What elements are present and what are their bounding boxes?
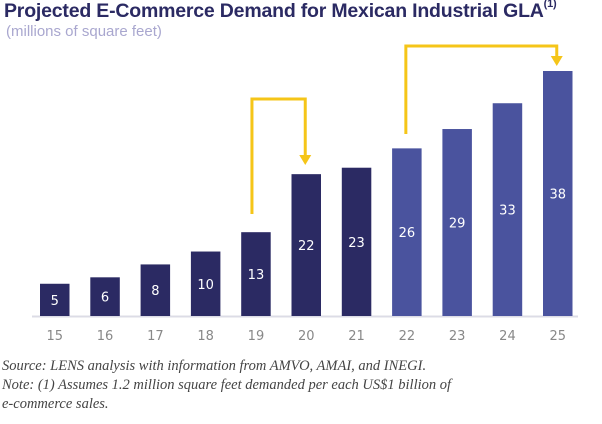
x-tick-20: 20 xyxy=(298,329,315,344)
arrow-line-19-to-20 xyxy=(250,97,307,214)
data-label-18: 10 xyxy=(197,278,214,293)
bar-23 xyxy=(442,129,472,316)
data-label-24: 33 xyxy=(499,204,516,219)
x-tick-21: 21 xyxy=(348,329,365,344)
arrow-line-22-to-25 xyxy=(404,44,559,134)
x-tick-18: 18 xyxy=(197,329,214,344)
bar-19 xyxy=(241,232,271,316)
bars-group xyxy=(40,71,573,316)
data-labels-group: 5 6 8 10 13 22 23 26 29 33 38 xyxy=(51,188,566,309)
x-tick-19: 19 xyxy=(248,329,265,344)
bar-20 xyxy=(291,174,321,316)
x-tick-16: 16 xyxy=(97,329,114,344)
x-tick-15: 15 xyxy=(46,329,63,344)
x-tick-labels-group: 15 16 17 18 19 20 21 22 23 24 25 xyxy=(46,329,566,344)
data-label-16: 6 xyxy=(101,291,109,306)
title-footnote-marker: (1) xyxy=(543,0,557,10)
bar-17 xyxy=(140,264,171,316)
bar-15 xyxy=(40,283,70,316)
bar-24 xyxy=(492,103,523,316)
bar-25 xyxy=(543,71,573,316)
arrow-head-25 xyxy=(550,56,563,66)
x-tick-23: 23 xyxy=(449,329,466,344)
annotation-arrows xyxy=(250,44,563,214)
source-note: Source: LENS analysis with information f… xyxy=(2,358,427,374)
bar-16 xyxy=(90,277,120,316)
x-tick-25: 25 xyxy=(549,329,566,344)
bar-22 xyxy=(392,148,422,316)
chart-notes: Source: LENS analysis with information f… xyxy=(2,357,451,414)
x-tick-17: 17 xyxy=(147,329,164,344)
footnote-line-1: Note: (1) Assumes 1.2 million square fee… xyxy=(2,377,452,393)
data-label-19: 13 xyxy=(248,268,265,283)
data-label-15: 5 xyxy=(51,294,59,309)
data-label-23: 29 xyxy=(449,217,466,232)
data-label-17: 8 xyxy=(151,284,159,299)
chart-title: Projected E-Commerce Demand for Mexican … xyxy=(4,0,557,23)
x-tick-24: 24 xyxy=(499,329,516,344)
data-label-21: 23 xyxy=(348,236,365,251)
bar-18 xyxy=(190,251,221,316)
data-label-22: 26 xyxy=(399,226,416,241)
chart-subtitle: (millions of square feet) xyxy=(6,23,162,40)
data-label-20: 22 xyxy=(298,239,315,254)
arrow-head-20 xyxy=(299,155,312,165)
footnote-line-2: e-commerce sales. xyxy=(2,396,109,412)
bar-21 xyxy=(341,167,372,316)
chart-title-text: Projected E-Commerce Demand for Mexican … xyxy=(4,0,544,22)
data-label-25: 38 xyxy=(549,188,566,203)
x-tick-22: 22 xyxy=(399,329,416,344)
